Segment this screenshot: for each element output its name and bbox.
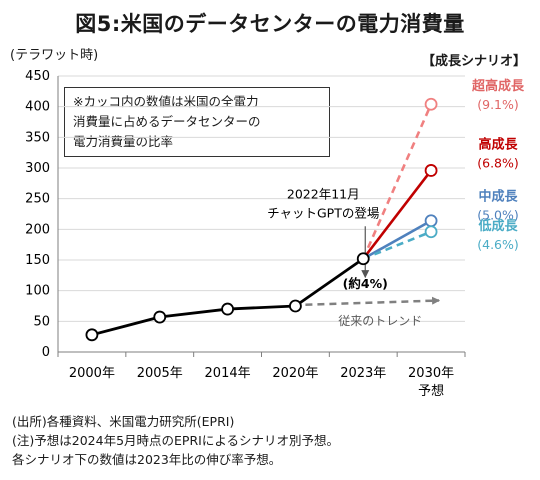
y-tick-label: 0: [42, 345, 50, 360]
x-tick-label: 2020年: [272, 366, 318, 381]
footnote-source: (出所)各種資料、米国電力研究所(EPRI): [12, 414, 235, 429]
x-tick-label: 2005年: [137, 366, 183, 381]
y-tick-label: 350: [25, 130, 50, 145]
data-point-marker: [85, 328, 99, 342]
data-point-marker: [356, 252, 370, 266]
chart-title: 図5:米国のデータセンターの電力消費量: [75, 12, 465, 36]
scenario-name-label: 低成長: [477, 218, 518, 234]
x-tick-label: 2014年: [205, 366, 251, 381]
footnote-note-1: (注)予想は2024年5月時点のEPRIによるシナリオ別予想。: [12, 433, 339, 448]
scenario-share-label: (4.6%): [477, 237, 519, 252]
note-box: ※カッコ内の数値は米国の全電力 消費量に占めるデータセンターの 電力消費量の比率: [64, 87, 330, 157]
scenario-share-label: (9.1%): [477, 97, 519, 112]
y-tick-label: 400: [25, 100, 50, 115]
series-line-actual: [91, 257, 365, 337]
scenario-name-label: 高成長: [478, 136, 518, 152]
chart-area: 0 50 100 150 200 250 300 350 400 450 2000年 2005年 201…: [25, 69, 525, 399]
scenario-header: 【成長シナリオ】: [421, 54, 526, 69]
x-tick-sublabel: 予想: [418, 383, 444, 399]
series-line-scenario: [362, 230, 432, 260]
annotation-gpt-date: 2022年11月: [287, 187, 360, 202]
y-tick-label: 50: [33, 314, 50, 329]
annotation-share-2023: (約4%): [343, 276, 388, 291]
y-tick-label: 250: [25, 192, 50, 207]
footnotes: (出所)各種資料、米国電力研究所(EPRI) (注)予想は2024年5月時点のE…: [12, 412, 339, 469]
series-line-scenario: [362, 219, 432, 260]
x-tick-label: 2030年: [408, 366, 454, 381]
data-point-marker: [424, 214, 438, 228]
data-point-marker: [424, 225, 438, 239]
y-tick-label: 200: [25, 222, 50, 237]
trend-label: 従来のトレンド: [338, 314, 422, 328]
scenario-share-label: (5.0%): [477, 208, 519, 223]
note-line-1: ※カッコ内の数値は米国の全電力: [73, 94, 259, 109]
x-tick-label: 2000年: [69, 366, 115, 381]
y-tick-label: 100: [25, 284, 50, 299]
data-point-marker: [289, 299, 302, 313]
y-tick-label: 300: [25, 161, 50, 176]
y-tick-label: 450: [25, 69, 50, 84]
series-line-scenario: [362, 103, 433, 260]
annotation-gpt-launch: チャットGPTの登場: [267, 206, 379, 221]
scenario-name-label: 超高成長: [472, 78, 525, 94]
series-line-scenario: [362, 169, 433, 260]
scenario-name-label: 中成長: [478, 189, 518, 205]
data-point-marker: [153, 310, 167, 324]
y-axis-unit-label: (テラワット時): [10, 48, 99, 63]
x-tick-label: 2023年: [340, 366, 386, 381]
footnote-note-2: 各シナリオ下の数値は2023年比の伸び率予想。: [12, 452, 282, 467]
data-point-marker: [424, 164, 438, 177]
data-point-marker: [221, 302, 234, 316]
y-tick-label: 150: [25, 253, 50, 268]
note-line-2: 消費量に占めるデータセンターの: [73, 114, 261, 129]
trend-arrow: [305, 296, 441, 307]
data-point-marker: [424, 97, 438, 111]
scenario-share-label: (6.8%): [477, 155, 519, 170]
